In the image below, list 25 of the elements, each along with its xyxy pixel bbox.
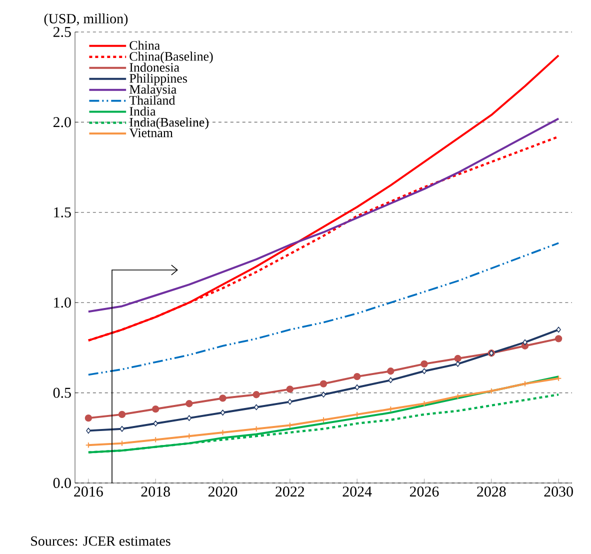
source-note: Sources: JCER estimates — [31, 536, 170, 546]
legend-label: Indonesia — [130, 62, 180, 72]
legend-label: China — [130, 40, 160, 50]
y-tick-label: 1.0 — [54, 298, 71, 308]
x-tick-label: 2026 — [410, 486, 439, 497]
legend-label: Vietnam — [129, 128, 173, 138]
y-tick-label: 0.0 — [53, 478, 71, 488]
x-tick-label: 2016 — [74, 486, 103, 497]
legend-label: India(Baseline) — [130, 118, 208, 130]
x-tick-label: 2030 — [544, 486, 573, 497]
x-tick-label: 2018 — [141, 486, 170, 497]
legend-label: India — [130, 106, 156, 116]
legend-label: China(Baseline) — [130, 52, 213, 64]
x-tick-label: 2020 — [208, 486, 238, 497]
legend-label: Philippines — [130, 74, 187, 86]
legend-label: Malaysia — [130, 84, 176, 96]
y-axis-title: (USD, million) — [44, 14, 128, 26]
y-tick-label: 2.5 — [53, 26, 71, 38]
y-tick-label: 1.5 — [54, 207, 71, 218]
legend-label: Thailand — [129, 96, 176, 105]
x-tick-label: 2024 — [342, 486, 372, 497]
y-tick-label: 2.0 — [53, 117, 71, 128]
x-tick-label: 2022 — [276, 486, 304, 497]
x-tick-label: 2028 — [477, 486, 506, 497]
y-tick-label: 0.5 — [53, 388, 71, 398]
